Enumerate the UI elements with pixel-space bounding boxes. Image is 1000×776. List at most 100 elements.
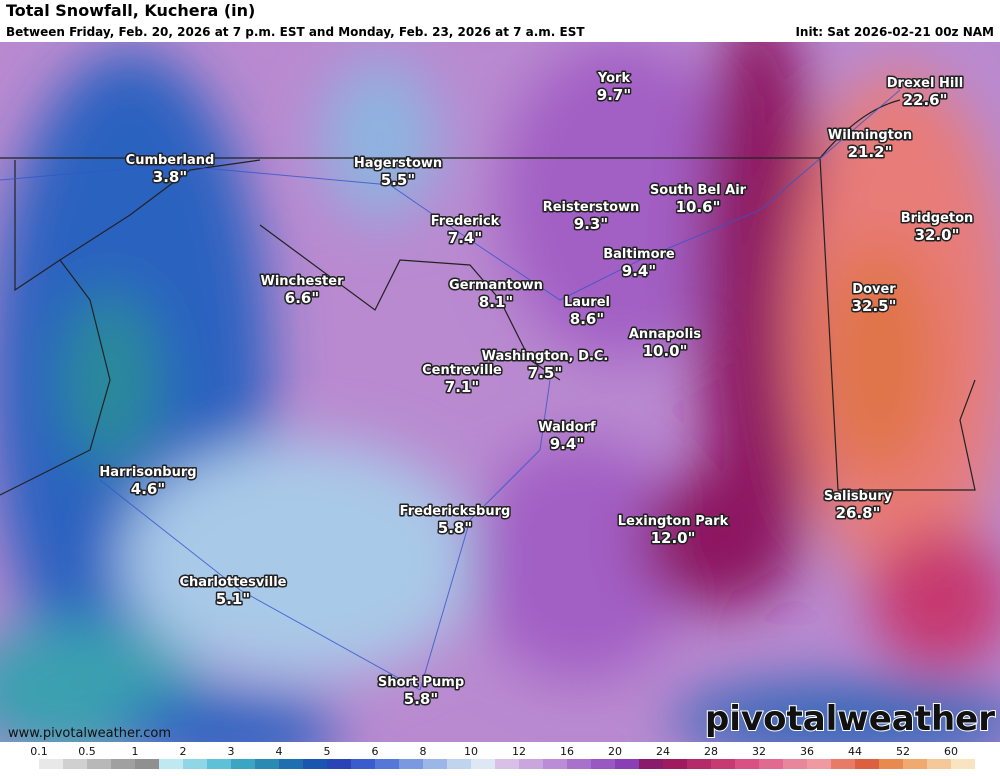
city-name: Centreville xyxy=(422,363,502,378)
colorbar-tick-label: 36 xyxy=(800,745,814,758)
colorbar-swatch xyxy=(663,759,687,769)
city-snowfall: 9.4" xyxy=(622,262,656,280)
city-snowfall: 6.6" xyxy=(285,289,319,307)
colorbar-swatch xyxy=(159,759,183,769)
colorbar-tick-label: 1 xyxy=(132,745,139,758)
city-name: Short Pump xyxy=(378,675,464,690)
city-snowfall: 10.6" xyxy=(676,198,721,216)
city-snowfall: 22.6" xyxy=(903,91,948,109)
colorbar-tick-label: 24 xyxy=(656,745,670,758)
colorbar-swatch xyxy=(39,759,63,769)
colorbar-swatch xyxy=(183,759,207,769)
colorbar-tick-label: 32 xyxy=(752,745,766,758)
colorbar-tick-label: 2 xyxy=(180,745,187,758)
colorbar-tick-label: 5 xyxy=(324,745,331,758)
city-name: South Bel Air xyxy=(650,183,747,198)
city-snowfall: 5.8" xyxy=(404,690,438,708)
colorbar-tick-label: 0.1 xyxy=(30,745,48,758)
city-name: Lexington Park xyxy=(618,514,729,529)
colorbar-swatch xyxy=(327,759,351,769)
colorbar-swatch xyxy=(927,759,951,769)
colorbar-swatch xyxy=(639,759,663,769)
colorbar-swatch xyxy=(375,759,399,769)
colorbar-swatch xyxy=(111,759,135,769)
city-snowfall: 21.2" xyxy=(848,143,893,161)
colorbar-tick-label: 44 xyxy=(848,745,862,758)
city-snowfall: 5.8" xyxy=(438,519,472,537)
city-name: Baltimore xyxy=(603,247,675,262)
colorbar-tick-label: 52 xyxy=(896,745,910,758)
colorbar-swatch xyxy=(351,759,375,769)
city-snowfall: 7.1" xyxy=(445,378,479,396)
city-name: Germantown xyxy=(449,278,543,293)
colorbar-swatch xyxy=(447,759,471,769)
watermark-logo: pivotalweather xyxy=(705,699,995,739)
colorbar-tick-label: 3 xyxy=(228,745,235,758)
colorbar-swatch xyxy=(399,759,423,769)
colorbar-tick-label: 4 xyxy=(276,745,283,758)
colorbar-swatch xyxy=(831,759,855,769)
city-name: Dover xyxy=(852,282,896,297)
city-snowfall: 4.6" xyxy=(131,480,165,498)
colorbar-tick-label: 16 xyxy=(560,745,574,758)
colorbar-swatch xyxy=(591,759,615,769)
city-snowfall: 5.5" xyxy=(381,171,415,189)
city-snowfall: 7.4" xyxy=(448,229,482,247)
city-snowfall: 9.4" xyxy=(550,435,584,453)
city-name: Winchester xyxy=(260,274,344,289)
colorbar-swatch xyxy=(495,759,519,769)
city-name: Charlottesville xyxy=(179,575,286,590)
colorbar-swatch xyxy=(279,759,303,769)
city-name: Cumberland xyxy=(126,153,215,168)
colorbar-swatch xyxy=(735,759,759,769)
colorbar-swatch xyxy=(135,759,159,769)
colorbar-swatch xyxy=(687,759,711,769)
colorbar-swatch xyxy=(255,759,279,769)
city-name: Fredericksburg xyxy=(400,504,511,519)
city-name: Wilmington xyxy=(828,128,912,143)
roads xyxy=(0,89,901,691)
watermark-url: www.pivotalweather.com xyxy=(8,726,171,741)
colorbar-tick-label: 0.5 xyxy=(78,745,96,758)
title: Total Snowfall, Kuchera (in) xyxy=(6,1,255,20)
colorbar-swatch xyxy=(855,759,879,769)
colorbar-swatch xyxy=(903,759,927,769)
city-name: Washington, D.C. xyxy=(482,349,609,364)
colorbar-swatch xyxy=(207,759,231,769)
city-snowfall: 8.6" xyxy=(570,310,604,328)
colorbar-swatch xyxy=(423,759,447,769)
colorbar-swatch xyxy=(15,759,39,769)
city-snowfall: 5.1" xyxy=(216,590,250,608)
city-snowfall: 32.5" xyxy=(852,297,897,315)
city-snowfall: 3.8" xyxy=(153,168,187,186)
colorbar-swatch xyxy=(759,759,783,769)
city-snowfall: 7.5" xyxy=(528,364,562,382)
city-name: Waldorf xyxy=(538,420,596,435)
city-snowfall: 26.8" xyxy=(836,504,881,522)
city-name: Harrisonburg xyxy=(99,465,196,480)
colorbar-swatch xyxy=(471,759,495,769)
colorbar-tick-label: 6 xyxy=(372,745,379,758)
city-name: Annapolis xyxy=(629,327,701,342)
colorbar-swatch xyxy=(615,759,639,769)
colorbar-tick-label: 10 xyxy=(464,745,478,758)
city-snowfall: 10.0" xyxy=(643,342,688,360)
state-borders xyxy=(0,99,976,496)
city-name: York xyxy=(597,71,631,86)
init-time: Init: Sat 2026-02-21 00z NAM xyxy=(795,25,994,39)
city-snowfall: 9.7" xyxy=(597,86,631,104)
colorbar-swatch xyxy=(951,759,975,769)
colorbar-tick-label: 20 xyxy=(608,745,622,758)
colorbar-tick-label: 12 xyxy=(512,745,526,758)
colorbar-tick-label: 60 xyxy=(944,745,958,758)
colorbar-swatch xyxy=(231,759,255,769)
colorbar-swatch xyxy=(711,759,735,769)
colorbar-swatch xyxy=(519,759,543,769)
colorbar-swatch xyxy=(87,759,111,769)
city-snowfall: 32.0" xyxy=(915,226,960,244)
city-name: Frederick xyxy=(431,214,500,229)
colorbar-swatch xyxy=(807,759,831,769)
